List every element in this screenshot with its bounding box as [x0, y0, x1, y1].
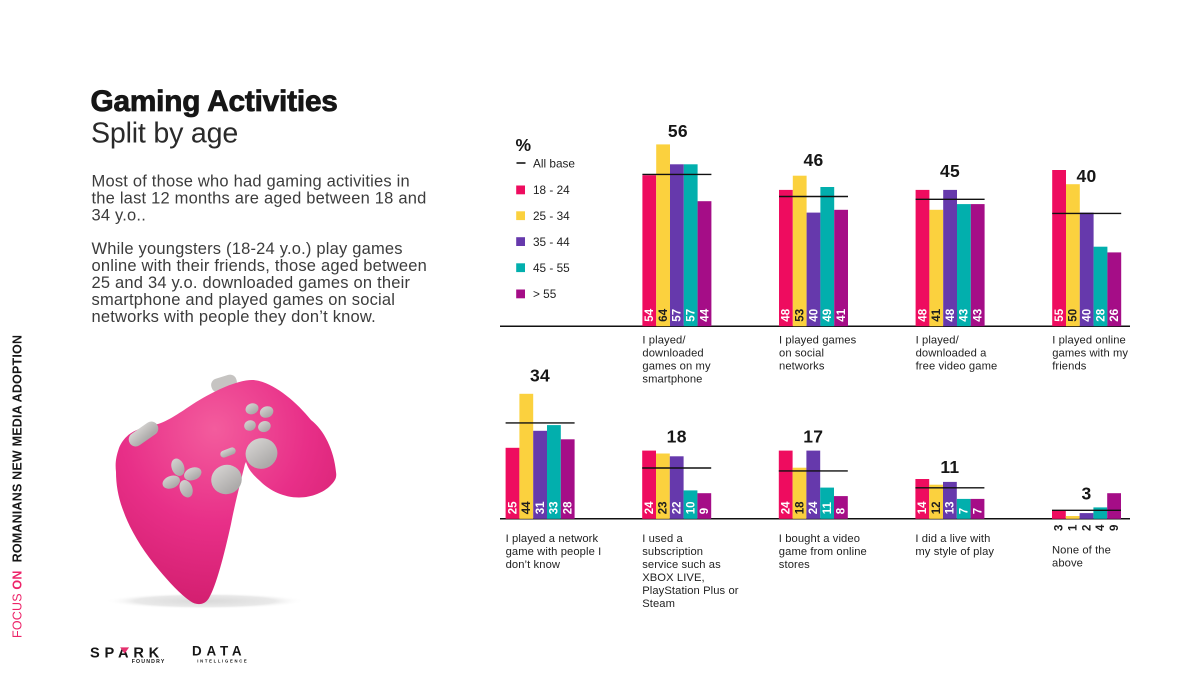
svg-text:46: 46: [803, 150, 823, 170]
svg-text:24: 24: [781, 501, 793, 514]
svg-text:57: 57: [672, 309, 684, 322]
svg-text:2: 2: [1081, 525, 1093, 531]
svg-text:56: 56: [668, 121, 688, 141]
svg-text:18 - 24: 18 - 24: [533, 183, 570, 197]
svg-text:45: 45: [940, 161, 960, 181]
svg-text:45 - 55: 45 - 55: [533, 261, 570, 275]
svg-text:%: %: [516, 135, 532, 155]
svg-text:33: 33: [549, 502, 561, 515]
svg-text:3: 3: [1054, 525, 1066, 531]
svg-text:INTELLIGENCE: INTELLIGENCE: [197, 659, 248, 664]
svg-text:31: 31: [535, 501, 547, 514]
svg-text:While youngsters (18-24 y.o.): While youngsters (18-24 y.o.) play games: [92, 240, 403, 258]
svg-text:18: 18: [794, 501, 806, 514]
svg-text:57: 57: [686, 309, 698, 322]
svg-text:3: 3: [1081, 484, 1091, 504]
svg-text:the last 12 months are aged be: the last 12 months are aged between 18 a…: [92, 190, 427, 208]
svg-text:All base: All base: [533, 156, 575, 170]
svg-text:DATA: DATA: [192, 643, 246, 658]
svg-text:48: 48: [917, 308, 929, 321]
svg-text:24: 24: [808, 501, 820, 514]
svg-text:26: 26: [1109, 309, 1121, 322]
svg-text:7: 7: [959, 508, 971, 514]
svg-text:40: 40: [1076, 166, 1096, 186]
svg-text:53: 53: [795, 309, 807, 322]
svg-text:44: 44: [699, 308, 711, 321]
svg-text:25 - 34: 25 - 34: [533, 209, 570, 223]
svg-text:smartphone and played games on: smartphone and played games on social: [92, 291, 396, 309]
svg-text:9: 9: [699, 508, 711, 514]
svg-text:28: 28: [1095, 308, 1107, 321]
svg-text:11: 11: [822, 502, 834, 515]
svg-text:40: 40: [1082, 309, 1094, 322]
svg-text:9: 9: [1109, 525, 1121, 531]
svg-text:FOCUS ONROMANIANS NEW MEDIA AD: FOCUS ONROMANIANS NEW MEDIA ADOPTION: [11, 335, 25, 638]
svg-text:35 - 44: 35 - 44: [533, 235, 570, 249]
svg-text:43: 43: [959, 309, 971, 322]
svg-text:8: 8: [836, 507, 848, 514]
svg-text:54: 54: [644, 308, 656, 321]
svg-text:Split by age: Split by age: [91, 117, 238, 149]
svg-text:1: 1: [1068, 524, 1080, 531]
svg-text:48: 48: [945, 308, 957, 321]
svg-text:50: 50: [1068, 309, 1080, 322]
svg-text:49: 49: [822, 309, 834, 322]
svg-text:online with their friends, tho: online with their friends, those aged be…: [92, 257, 428, 275]
svg-text:13: 13: [945, 502, 957, 515]
svg-text:41: 41: [836, 308, 848, 321]
svg-text:28: 28: [563, 501, 575, 514]
svg-text:7: 7: [972, 508, 984, 514]
svg-text:40: 40: [808, 309, 820, 322]
svg-text:34: 34: [530, 365, 550, 385]
svg-text:23: 23: [658, 502, 670, 515]
svg-text:networks with people they don’: networks with people they don’t know.: [92, 308, 376, 326]
svg-text:24: 24: [644, 501, 656, 514]
svg-text:17: 17: [803, 426, 823, 446]
svg-text:48: 48: [781, 308, 793, 321]
svg-text:12: 12: [931, 502, 943, 515]
svg-text:18: 18: [667, 427, 687, 447]
svg-text:> 55: > 55: [533, 287, 557, 301]
svg-text:11: 11: [940, 457, 959, 477]
svg-text:Most of those who had gaming a: Most of those who had gaming activities …: [92, 172, 410, 190]
svg-text:22: 22: [672, 502, 684, 515]
svg-text:43: 43: [973, 309, 985, 322]
svg-text:25: 25: [507, 501, 519, 514]
svg-text:FOUNDRY: FOUNDRY: [132, 659, 166, 665]
svg-text:14: 14: [917, 501, 929, 514]
svg-text:4: 4: [1095, 524, 1107, 531]
svg-text:41: 41: [931, 308, 943, 321]
svg-text:Gaming Activities: Gaming Activities: [91, 85, 338, 118]
svg-text:10: 10: [685, 502, 697, 515]
svg-text:44: 44: [521, 501, 533, 514]
svg-text:64: 64: [658, 308, 670, 321]
svg-text:55: 55: [1054, 308, 1066, 321]
svg-text:25 and 34 y.o. downloaded game: 25 and 34 y.o. downloaded games on their: [92, 274, 411, 292]
svg-text:34 y.o..: 34 y.o..: [92, 207, 147, 225]
